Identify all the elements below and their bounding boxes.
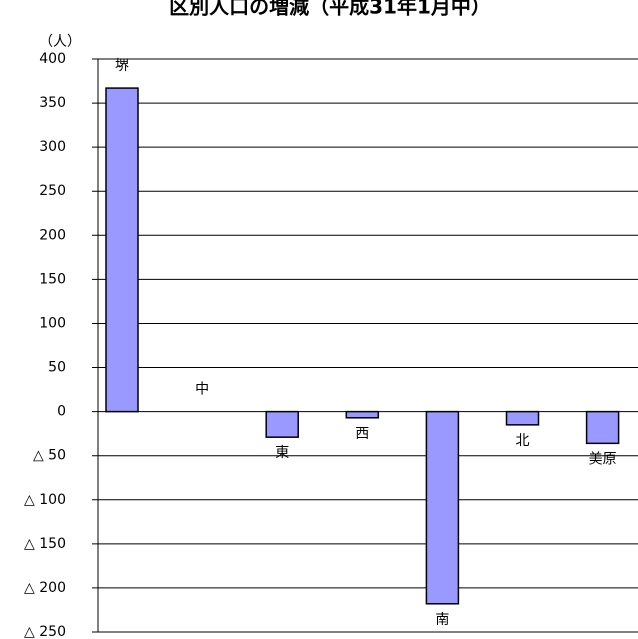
category-label: 北 bbox=[516, 433, 530, 449]
bar bbox=[345, 410, 380, 419]
category-label: 堺 bbox=[115, 58, 129, 74]
y-tick-label: 350 bbox=[39, 95, 66, 111]
y-tick-label: 400 bbox=[39, 51, 66, 67]
y-tick-label: 0 bbox=[57, 404, 66, 420]
y-tick-label: △ 150 bbox=[24, 536, 66, 552]
category-label: 中 bbox=[195, 382, 209, 398]
chart-title: 区別人口の増減（平成31年1月中） bbox=[169, 0, 491, 19]
bar bbox=[585, 410, 620, 445]
y-tick-label: △ 100 bbox=[24, 492, 66, 508]
category-label: 東 bbox=[275, 445, 289, 461]
category-label: 南 bbox=[435, 612, 449, 628]
bar bbox=[265, 410, 299, 438]
bar bbox=[505, 410, 540, 426]
y-tick-label: △ 250 bbox=[24, 624, 66, 639]
y-tick-label: 250 bbox=[39, 183, 66, 199]
y-tick-label: △ 50 bbox=[33, 448, 66, 464]
y-tick-label: 150 bbox=[39, 271, 66, 287]
bar bbox=[105, 87, 139, 413]
y-tick-label: 50 bbox=[48, 360, 66, 376]
category-label: 美原 bbox=[589, 451, 617, 467]
y-tick-label: 200 bbox=[39, 227, 66, 243]
y-axis-unit: （人） bbox=[39, 34, 81, 50]
category-label: 西 bbox=[355, 426, 369, 442]
y-tick-label: 100 bbox=[39, 315, 66, 331]
y-tick-label: 300 bbox=[39, 139, 66, 155]
bar bbox=[425, 410, 460, 605]
y-tick-label: △ 200 bbox=[24, 580, 66, 596]
